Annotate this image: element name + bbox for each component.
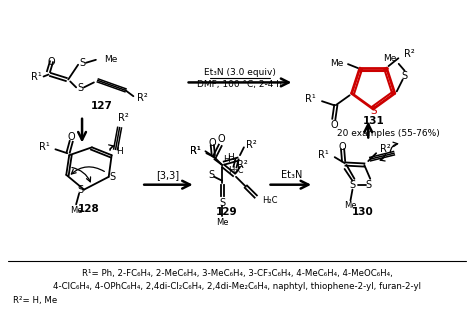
Text: Me: Me <box>383 54 397 63</box>
Text: DMF, 100 °C, 2-4 h: DMF, 100 °C, 2-4 h <box>198 80 283 89</box>
Text: S: S <box>77 83 83 93</box>
Text: 130: 130 <box>351 207 373 217</box>
Text: O: O <box>209 139 216 149</box>
Text: O: O <box>67 133 75 143</box>
Text: S: S <box>349 180 356 190</box>
Text: R²: R² <box>118 113 129 123</box>
Text: S: S <box>219 198 225 208</box>
Text: R¹= Ph, 2-FC₆H₄, 2-MeC₆H₄, 3-MeC₆H₄, 3-CF₃C₆H₄, 4-MeC₆H₄, 4-MeOC₆H₄,: R¹= Ph, 2-FC₆H₄, 2-MeC₆H₄, 3-MeC₆H₄, 3-C… <box>82 269 392 278</box>
Text: 127: 127 <box>91 101 113 111</box>
Text: R²: R² <box>246 140 256 151</box>
Text: 20 examples (55-76%): 20 examples (55-76%) <box>337 129 439 138</box>
Text: R²= H, Me: R²= H, Me <box>13 296 57 305</box>
Text: H₂C: H₂C <box>262 196 277 205</box>
Text: R²: R² <box>237 160 247 170</box>
Text: Et₃N: Et₃N <box>281 170 302 180</box>
Text: 131: 131 <box>362 116 384 126</box>
Text: R²: R² <box>404 49 415 59</box>
Text: Et₃N (3.0 equiv): Et₃N (3.0 equiv) <box>204 68 276 77</box>
Text: S: S <box>77 184 83 194</box>
Text: S: S <box>79 58 85 68</box>
Text: S: S <box>365 180 371 190</box>
Text: R²: R² <box>380 144 391 154</box>
Text: S: S <box>370 106 376 116</box>
Text: R²: R² <box>137 93 148 103</box>
Text: S: S <box>208 170 214 180</box>
Text: Me: Me <box>330 59 343 68</box>
Text: 129: 129 <box>215 207 237 217</box>
Text: R¹: R¹ <box>318 150 329 160</box>
Text: Me: Me <box>104 55 117 64</box>
Text: H: H <box>116 147 123 156</box>
Text: H: H <box>227 153 234 162</box>
Text: R¹: R¹ <box>31 72 42 82</box>
Text: 128: 128 <box>78 204 100 214</box>
Text: O: O <box>218 135 225 145</box>
Text: [3,3]: [3,3] <box>156 170 180 180</box>
Text: H: H <box>223 155 229 164</box>
Text: 4-ClC₆H₄, 4-OPhC₆H₄, 2,4di-Cl₂C₆H₄, 2,4di-Me₂C₆H₄, naphtyl, thiophene-2-yl, fura: 4-ClC₆H₄, 4-OPhC₆H₄, 2,4di-Cl₂C₆H₄, 2,4d… <box>53 282 421 291</box>
Text: Me: Me <box>344 201 357 210</box>
Text: O: O <box>48 57 55 67</box>
Text: H₂C: H₂C <box>228 166 244 175</box>
Text: R¹: R¹ <box>190 146 201 156</box>
Text: S: S <box>109 172 116 182</box>
Text: O: O <box>339 142 346 152</box>
Text: O: O <box>330 120 337 130</box>
Text: R¹: R¹ <box>190 146 201 156</box>
Text: R¹: R¹ <box>305 94 316 104</box>
Text: Me: Me <box>70 206 82 215</box>
Text: R¹: R¹ <box>39 142 49 152</box>
Text: S: S <box>401 71 408 81</box>
Text: Me: Me <box>216 217 228 226</box>
